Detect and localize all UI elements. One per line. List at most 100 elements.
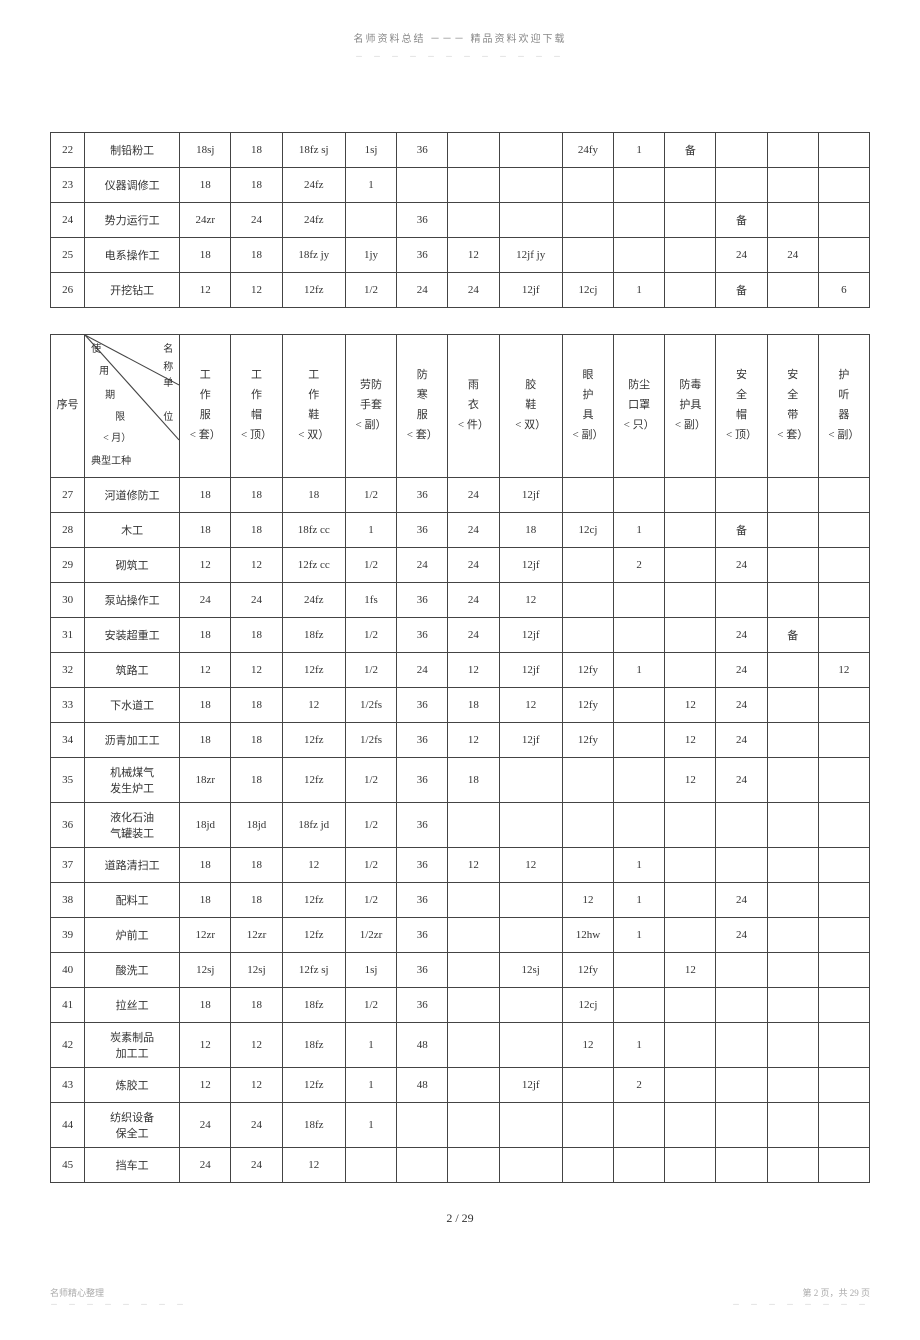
table-row: 45挡车工242412 (51, 1148, 870, 1183)
table-row: 24势力运行工24zr2424fz36备 (51, 203, 870, 238)
cell (345, 203, 396, 238)
cell-name: 挡车工 (85, 1148, 180, 1183)
table-row: 36液化石油 气罐装工18jd18jd18fz jd1/236 (51, 803, 870, 848)
cell (716, 168, 767, 203)
cell (665, 918, 716, 953)
footer-left: 名师精心整理 (50, 1286, 188, 1299)
cell: 24 (397, 653, 448, 688)
cell: 12 (818, 653, 869, 688)
cell: 12fy (562, 653, 613, 688)
cell-seq: 37 (51, 848, 85, 883)
cell: 18 (180, 618, 231, 653)
cell (345, 1148, 396, 1183)
cell (716, 1103, 767, 1148)
cell (767, 953, 818, 988)
cell: 24 (716, 758, 767, 803)
cell-name: 河道修防工 (85, 478, 180, 513)
cell: 36 (397, 688, 448, 723)
cell: 24 (716, 688, 767, 723)
cell (397, 1103, 448, 1148)
cell: 24fy (562, 133, 613, 168)
col-header: 雨衣< 件） (448, 335, 499, 478)
cell: 36 (397, 133, 448, 168)
cell: 36 (397, 203, 448, 238)
cell: 24 (448, 513, 499, 548)
cell-seq: 35 (51, 758, 85, 803)
cell (818, 688, 869, 723)
cell (499, 758, 562, 803)
cell: 12jf (499, 273, 562, 308)
cell (562, 548, 613, 583)
cell-name: 下水道工 (85, 688, 180, 723)
cell: 12 (448, 848, 499, 883)
cell: 12jf (499, 548, 562, 583)
cell: 18fz cc (282, 513, 345, 548)
col-header: 劳防手套< 副） (345, 335, 396, 478)
cell-seq: 30 (51, 583, 85, 618)
cell (716, 988, 767, 1023)
table-row: 39炉前工12zr12zr12fz1/2zr3612hw124 (51, 918, 870, 953)
cell-seq: 32 (51, 653, 85, 688)
cell: 18 (448, 688, 499, 723)
col-header: 护听器< 副） (818, 335, 869, 478)
cell (767, 848, 818, 883)
cell: 12fz (282, 273, 345, 308)
cell: 12fy (562, 953, 613, 988)
cell: 1/2zr (345, 918, 396, 953)
cell: 18zr (180, 758, 231, 803)
cell: 1 (614, 653, 665, 688)
cell (397, 1148, 448, 1183)
cell (499, 133, 562, 168)
cell: 12 (665, 953, 716, 988)
cell (716, 478, 767, 513)
cell (499, 1023, 562, 1068)
cell: 36 (397, 848, 448, 883)
cell-name: 泵站操作工 (85, 583, 180, 618)
cell: 1 (345, 1103, 396, 1148)
cell: 18fz (282, 618, 345, 653)
cell: 1/2 (345, 273, 396, 308)
cell: 18 (180, 723, 231, 758)
cell (448, 133, 499, 168)
cell (562, 758, 613, 803)
cell (818, 203, 869, 238)
cell: 18jd (231, 803, 282, 848)
cell (767, 133, 818, 168)
cell (665, 988, 716, 1023)
cell (448, 1023, 499, 1068)
col-header: 防寒服< 套） (397, 335, 448, 478)
cell: 备 (716, 513, 767, 548)
footer-left-dots: － － － － － － － － (50, 1299, 188, 1310)
cell: 24 (231, 203, 282, 238)
cell-seq: 39 (51, 918, 85, 953)
cell (818, 513, 869, 548)
cell-name: 砌筑工 (85, 548, 180, 583)
cell: 制铅粉工 (85, 133, 180, 168)
cell (448, 803, 499, 848)
cell: 18fz (282, 1103, 345, 1148)
cell: 24 (448, 548, 499, 583)
table-row: 30泵站操作工242424fz1fs362412 (51, 583, 870, 618)
cell (818, 1103, 869, 1148)
cell (448, 168, 499, 203)
cell (448, 1103, 499, 1148)
cell: 12 (180, 273, 231, 308)
cell (562, 848, 613, 883)
cell: 仪器调修工 (85, 168, 180, 203)
cell: 36 (397, 723, 448, 758)
cell: 18fz jy (282, 238, 345, 273)
cell (767, 273, 818, 308)
cell-seq: 43 (51, 1068, 85, 1103)
cell: 1sj (345, 953, 396, 988)
cell (716, 803, 767, 848)
cell: 12 (231, 548, 282, 583)
col-seq-header: 序号 (51, 335, 85, 478)
cell: 12 (448, 238, 499, 273)
cell (818, 1148, 869, 1183)
cell (562, 1068, 613, 1103)
cell (665, 1068, 716, 1103)
cell: 1/2 (345, 883, 396, 918)
table-2: 序号 使 名 称 用 期 单 限 位 < 月） 典型工种 工作服< 套）工作帽<… (50, 334, 870, 1183)
cell: 24 (716, 653, 767, 688)
cell: 18 (180, 988, 231, 1023)
